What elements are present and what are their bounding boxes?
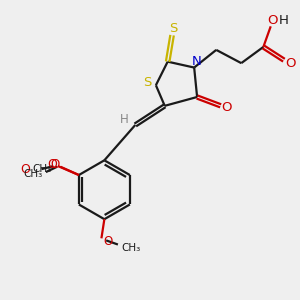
- Text: N: N: [192, 55, 202, 68]
- Text: H: H: [279, 14, 289, 27]
- Text: CH₃: CH₃: [23, 169, 43, 179]
- Text: S: S: [143, 76, 151, 89]
- Text: O: O: [285, 57, 296, 70]
- Text: O: O: [51, 158, 60, 171]
- Text: O: O: [267, 14, 278, 27]
- Text: CH₃: CH₃: [121, 243, 140, 253]
- Text: O: O: [20, 163, 30, 176]
- Text: O: O: [103, 235, 112, 248]
- Text: H: H: [120, 113, 128, 126]
- Text: O: O: [47, 158, 57, 171]
- Text: S: S: [169, 22, 178, 35]
- Text: CH₃: CH₃: [32, 164, 52, 174]
- Text: O: O: [221, 101, 232, 114]
